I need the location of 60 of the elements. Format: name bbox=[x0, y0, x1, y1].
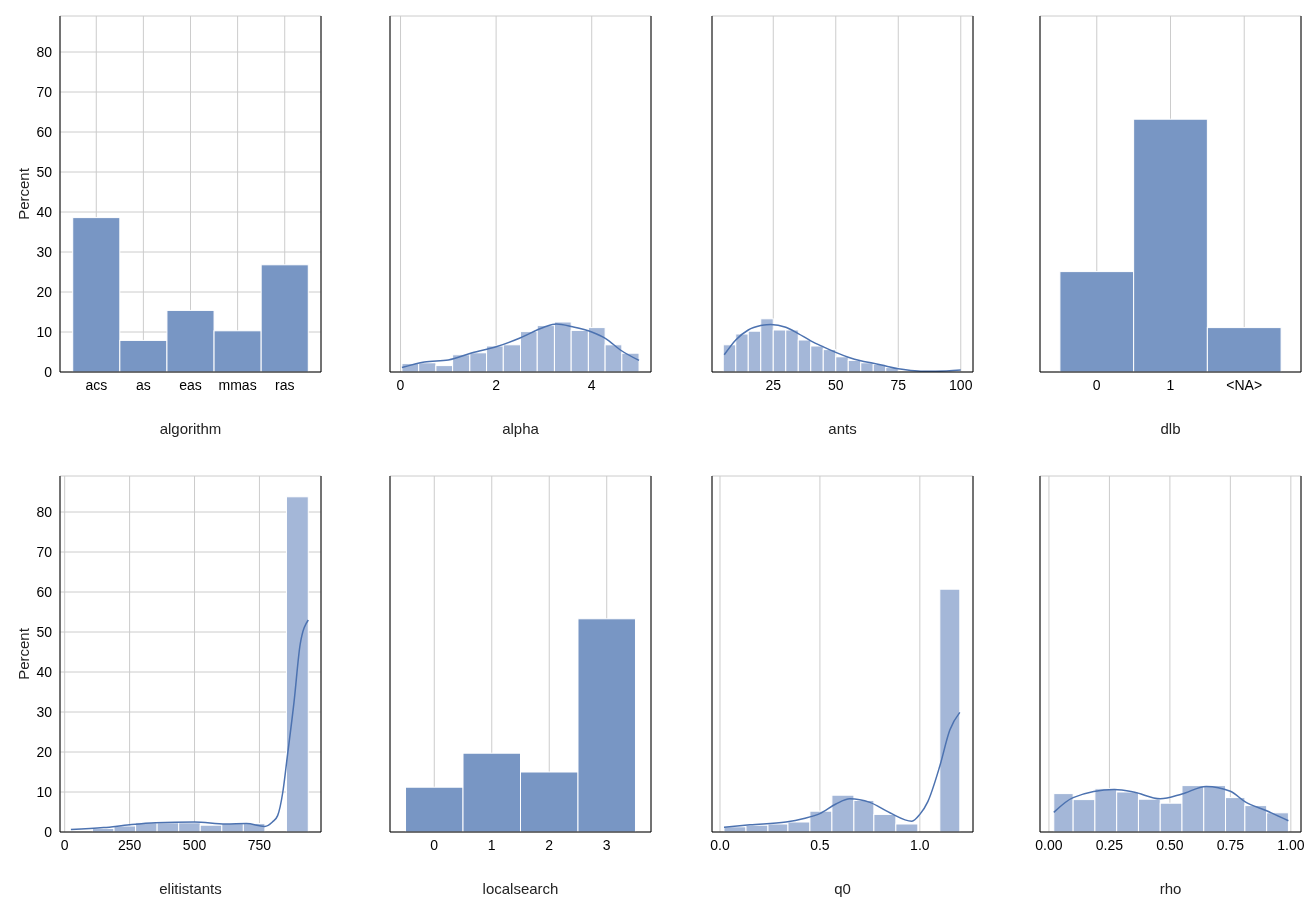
x-tick-label: 0.50 bbox=[1156, 836, 1184, 853]
x-tick-label: 500 bbox=[182, 836, 207, 853]
y-tick-label: 20 bbox=[36, 283, 53, 300]
y-tick-label: 60 bbox=[36, 583, 53, 600]
x-tick-label: 100 bbox=[949, 376, 973, 393]
x-tick-label: ras bbox=[275, 376, 295, 393]
x-tick-label: 50 bbox=[827, 376, 844, 393]
y-axis-title: Percent bbox=[15, 627, 33, 680]
x-tick-label: as bbox=[135, 376, 151, 393]
line-series bbox=[70, 619, 310, 831]
x-axis-title: elitistants bbox=[159, 880, 222, 897]
x-tick-label: 750 bbox=[247, 836, 272, 853]
x-tick-label: 1.00 bbox=[1277, 836, 1305, 853]
y-tick-label: 0 bbox=[44, 823, 53, 840]
x-tick-label: 0.0 bbox=[710, 836, 730, 853]
y-tick-label: 10 bbox=[36, 783, 53, 800]
x-tick-label: 0.5 bbox=[810, 836, 830, 853]
x-tick-label: eas bbox=[179, 376, 202, 393]
y-tick-label: 70 bbox=[36, 83, 53, 100]
x-tick-label: 0.75 bbox=[1216, 836, 1245, 853]
x-axis-title: algorithm bbox=[159, 420, 222, 437]
x-axis-title: dlb bbox=[1160, 420, 1181, 437]
x-tick-label: 1.0 bbox=[910, 836, 930, 853]
x-tick-label: 1 bbox=[1166, 376, 1175, 393]
x-tick-label: 75 bbox=[890, 376, 907, 393]
x-tick-label: <NA> bbox=[1226, 376, 1263, 393]
y-tick-label: 10 bbox=[36, 323, 53, 340]
x-tick-label: acs bbox=[85, 376, 108, 393]
y-tick-label: 50 bbox=[36, 163, 53, 180]
y-tick-label: 80 bbox=[36, 503, 53, 520]
y-tick-label: 50 bbox=[36, 623, 53, 640]
x-axis-title: q0 bbox=[834, 880, 851, 897]
y-tick-label: 20 bbox=[36, 743, 53, 760]
x-tick-label: 2 bbox=[492, 376, 501, 393]
y-tick-label: 0 bbox=[44, 363, 53, 380]
x-tick-label: 0 bbox=[430, 836, 439, 853]
x-tick-label: 0 bbox=[1092, 376, 1101, 393]
x-tick-label: 2 bbox=[545, 836, 554, 853]
x-tick-label: 0.25 bbox=[1095, 836, 1124, 853]
x-axis-title: localsearch bbox=[482, 880, 559, 897]
x-axis-title: rho bbox=[1159, 880, 1182, 897]
x-tick-label: 0 bbox=[396, 376, 405, 393]
y-axis-title: Percent bbox=[15, 167, 33, 220]
y-tick-label: 30 bbox=[36, 703, 53, 720]
y-tick-label: 40 bbox=[36, 663, 53, 680]
x-tick-label: 0.00 bbox=[1035, 836, 1063, 853]
x-tick-label: 3 bbox=[602, 836, 611, 853]
x-axis-title: ants bbox=[828, 420, 857, 437]
x-tick-label: 25 bbox=[765, 376, 782, 393]
x-tick-label: 4 bbox=[587, 376, 596, 393]
y-tick-label: 80 bbox=[36, 43, 53, 60]
y-tick-label: 40 bbox=[36, 203, 53, 220]
x-tick-label: mmas bbox=[218, 376, 257, 393]
x-tick-label: 1 bbox=[487, 836, 496, 853]
y-tick-label: 30 bbox=[36, 243, 53, 260]
y-tick-label: 70 bbox=[36, 543, 53, 560]
x-tick-label: 0 bbox=[60, 836, 69, 853]
x-tick-label: 250 bbox=[117, 836, 142, 853]
x-axis-title: alpha bbox=[502, 420, 540, 437]
y-tick-label: 60 bbox=[36, 123, 53, 140]
